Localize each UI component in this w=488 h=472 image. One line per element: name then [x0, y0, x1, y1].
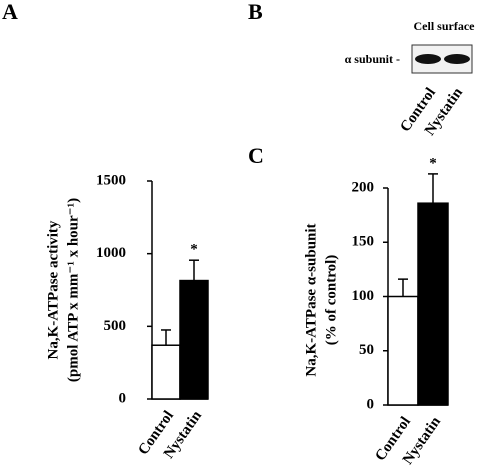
y-tick-label: 50 — [359, 342, 374, 358]
panel-letter: C — [248, 143, 264, 168]
blot-band — [444, 54, 470, 64]
y-tick-label: 0 — [367, 396, 375, 412]
panel-letter: B — [248, 0, 263, 24]
blot-title: Cell surface — [414, 19, 476, 33]
y-axis-label: (% of control) — [323, 255, 339, 346]
bar — [417, 202, 449, 406]
bar — [179, 279, 209, 400]
y-tick-label: 500 — [104, 318, 127, 334]
y-tick-label: 1000 — [96, 245, 126, 261]
y-axis-label: Na,K-ATPase activity — [45, 220, 61, 359]
band-label: α subunit - — [345, 52, 400, 66]
blot-band — [415, 54, 441, 64]
bar — [387, 295, 419, 406]
bar — [151, 344, 181, 400]
significance-mark: * — [429, 155, 437, 171]
y-tick-label: 200 — [352, 179, 375, 195]
y-axis-label: Na,K-ATPase α-subunit — [303, 223, 319, 376]
y-tick-label: 100 — [352, 288, 375, 304]
significance-mark: * — [190, 242, 198, 258]
panel-letter: A — [2, 0, 18, 24]
y-axis-label: (pmol ATP x mm⁻¹ x hour⁻¹) — [65, 198, 81, 382]
y-tick-label: 150 — [352, 234, 375, 250]
y-tick-label: 1500 — [96, 172, 126, 188]
y-tick-label: 0 — [119, 390, 127, 406]
